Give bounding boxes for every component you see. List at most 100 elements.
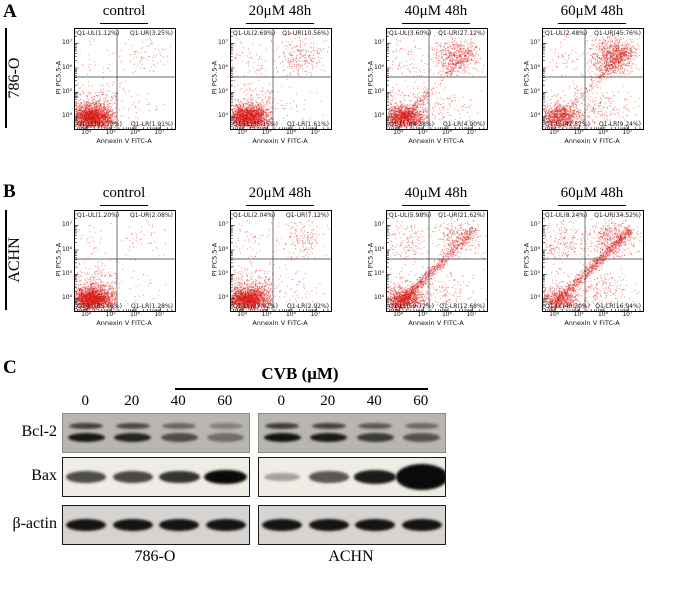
plot-area: Q1-UL(8.24%) Q1-UR(34.52%) Q1-LL(40.30%) Q1… <box>542 210 644 312</box>
x-tick-label: 10⁶ <box>597 129 609 136</box>
x-tick-label: 10⁴ <box>393 311 404 318</box>
blot-band <box>112 471 153 483</box>
x-tick-label: 10⁷ <box>466 129 477 136</box>
blot-band <box>67 432 105 442</box>
quadrant-label-ul: Q1-UL(2.48%) <box>545 30 588 37</box>
quadrant-label-lr: Q1-LR(2.92%) <box>287 303 329 310</box>
x-axis-label: Annexin V FITC-A <box>252 137 308 145</box>
y-tick-label: 10⁵ <box>217 269 228 277</box>
y-tick-label: 10⁷ <box>373 39 384 47</box>
cell-line-label-achn: ACHN <box>6 237 23 283</box>
y-tick-label: 10⁷ <box>529 221 540 229</box>
quadrant-label-ll: Q1-LL(87.92%) <box>233 303 278 310</box>
bottom-cell-line-786-o: 786-O <box>134 548 176 565</box>
blot-row-label-bax: Bax <box>31 467 57 484</box>
x-tick-label: 10⁴ <box>237 129 248 136</box>
quadrant-label-lr: Q1-LR(12.68%) <box>439 303 485 310</box>
quadrant-label-ul: Q1-UL(2.04%) <box>233 212 276 219</box>
y-tick-label: 10⁵ <box>529 87 540 95</box>
dose-value: 40 <box>170 393 186 409</box>
blot-band <box>354 470 397 484</box>
x-tick-label: 10⁴ <box>549 129 560 136</box>
y-tick-label: 10⁴ <box>529 294 540 302</box>
dose-value: 60 <box>217 393 233 409</box>
y-tick-label: 10⁴ <box>217 294 228 302</box>
panel-a-label: A <box>3 1 17 22</box>
quadrant-label-ll: Q1-LL(40.30%) <box>545 303 590 310</box>
y-tick-label: 10⁷ <box>217 39 228 47</box>
column-header-b-60um: 60μM 48h <box>557 185 627 206</box>
quadrant-label-ul: Q1-UL(3.60%) <box>389 30 432 37</box>
blot-title-underline <box>175 388 428 390</box>
x-tick-label: 10⁵ <box>417 129 428 136</box>
quadrant-label-ll: Q1-LL(42.52%) <box>545 121 590 128</box>
x-tick-label: 10⁶ <box>285 129 297 136</box>
panel-a-bracket-line <box>5 28 7 128</box>
quadrant-label-lr: Q1-LR(1.91%) <box>131 121 173 128</box>
quadrant-label-ll: Q1-LL(93.73%) <box>77 121 122 128</box>
x-axis-label: Annexin V FITC-A <box>96 137 152 145</box>
quadrant-label-ur: Q1-UR(27.12%) <box>438 30 485 37</box>
x-tick-label: 10⁵ <box>105 129 116 136</box>
blot-band <box>403 432 441 442</box>
y-tick-label: 10⁴ <box>217 112 228 120</box>
y-tick-label: 10⁶ <box>217 63 228 71</box>
dose-value: 0 <box>81 393 90 409</box>
bottom-cell-line-achn: ACHN <box>328 548 374 565</box>
panel-a-headers: control 20μM 48h 40μM 48h 60μM 48h <box>46 3 670 24</box>
quadrant-label-ur: Q1-UR(3.25%) <box>129 30 173 37</box>
blot-band <box>310 432 348 442</box>
x-tick-label: 10⁵ <box>261 311 272 318</box>
blot-band <box>205 519 246 531</box>
quadrant-label-lr: Q1-LR(4.90%) <box>443 121 485 128</box>
quadrant-label-ll: Q1-LL(85.15%) <box>233 121 278 128</box>
x-tick-label: 10⁴ <box>393 129 404 136</box>
blot-band <box>115 423 150 429</box>
column-header-b-40um: 40μM 48h <box>401 185 471 206</box>
x-tick-label: 10⁶ <box>441 129 453 136</box>
blot-band <box>162 423 197 429</box>
blot-title: CVB (μM) <box>261 364 339 383</box>
x-tick-label: 10⁷ <box>310 129 321 136</box>
y-tick-label: 10⁷ <box>217 221 228 229</box>
plot-area: Q1-UL(1.12%) Q1-UR(3.25%) Q1-LL(93.73%) Q1-… <box>74 28 176 130</box>
blot-band <box>309 471 349 483</box>
y-tick-label: 10⁴ <box>373 112 384 120</box>
dose-value: 0 <box>277 393 286 409</box>
scatter-canvas <box>231 211 331 311</box>
y-tick-label: 10⁷ <box>373 221 384 229</box>
plot-area: Q1-UL(2.48%) Q1-UR(45.76%) Q1-LL(42.52%) Q1… <box>542 28 644 130</box>
x-tick-label: 10⁶ <box>285 311 297 318</box>
blot-band <box>207 432 245 442</box>
x-axis-label: Annexin V FITC-A <box>564 319 620 327</box>
y-tick-label: 10⁶ <box>61 245 72 253</box>
column-header-a-60um: 60μM 48h <box>557 3 627 24</box>
dose-value: 20 <box>124 393 140 409</box>
x-tick-label: 10⁷ <box>466 311 477 318</box>
x-tick-label: 10⁶ <box>129 129 141 136</box>
y-axis-label: PI PC5.5-A <box>210 242 219 277</box>
blot-band <box>311 423 346 429</box>
blot-band <box>208 423 243 429</box>
y-tick-label: 10⁴ <box>61 294 72 302</box>
blot-band <box>262 519 303 531</box>
blot-band <box>66 471 107 483</box>
blot-band <box>66 519 107 531</box>
quadrant-label-ll: Q1-LL(59.72%) <box>389 303 434 310</box>
x-axis-label: Annexin V FITC-A <box>408 319 464 327</box>
x-axis-label: Annexin V FITC-A <box>252 319 308 327</box>
x-tick-label: 10⁴ <box>237 311 248 318</box>
panel-c-label: C <box>3 357 17 378</box>
blot-beta-actin-achn <box>258 505 446 545</box>
blot-band <box>204 469 248 485</box>
x-tick-label: 10⁴ <box>81 129 92 136</box>
quadrant-label-ul: Q1-UL(8.24%) <box>545 212 588 219</box>
y-tick-label: 10⁴ <box>529 112 540 120</box>
scatter-canvas <box>231 29 331 129</box>
dose-value: 60 <box>413 393 429 409</box>
blot-band <box>395 464 445 490</box>
y-tick-label: 10⁵ <box>217 87 228 95</box>
y-axis-label: PI PC5.5-A <box>366 242 375 277</box>
blot-band <box>114 432 152 442</box>
quadrant-label-ul: Q1-UL(2.69%) <box>233 30 276 37</box>
